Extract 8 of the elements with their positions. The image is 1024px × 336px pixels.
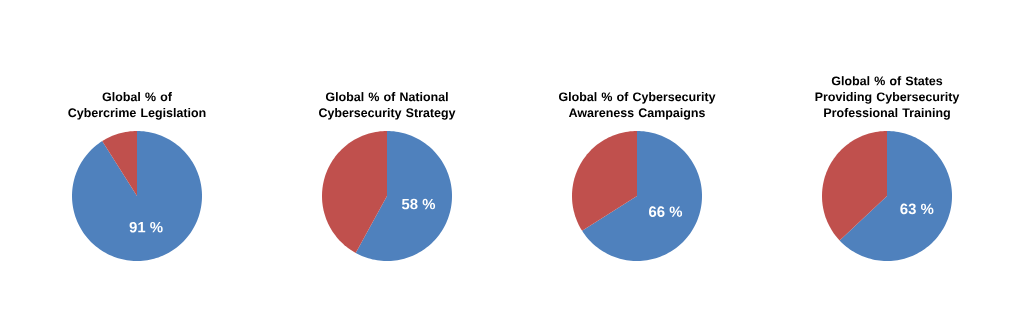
chart-title: Global % of States Providing Cybersecurity Professional Training (815, 76, 960, 120)
data-label: 63 % (900, 203, 934, 215)
data-label: 58 % (401, 198, 436, 210)
chart-title: Global % of National Cybersecurity Strategy (319, 92, 456, 120)
data-label: 91 % (129, 221, 163, 233)
chart-title: Global % of Cybercrime Legislation (68, 92, 206, 120)
chart-title: Global % of Cybersecurity Awareness Campaigns (558, 92, 716, 120)
data-label: 66 % (649, 206, 683, 217)
